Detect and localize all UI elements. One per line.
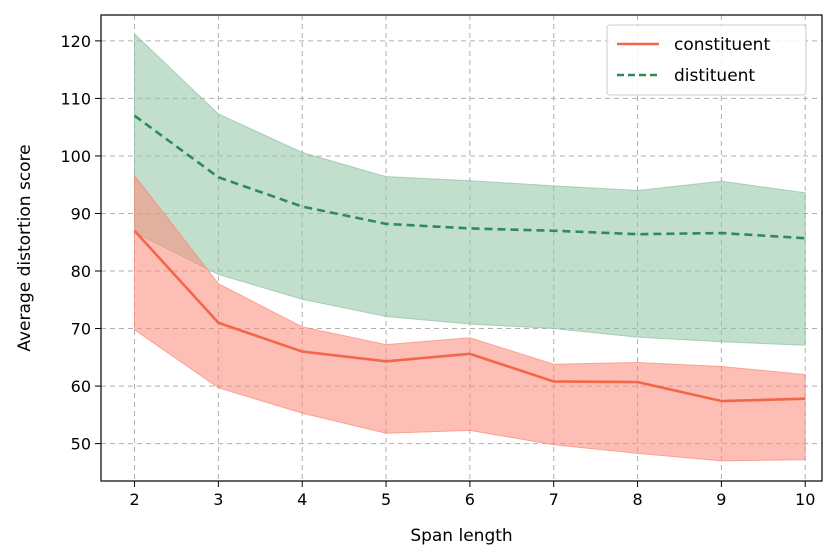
- x-axis-label: Span length: [410, 526, 512, 546]
- plot-frame: [100, 14, 823, 482]
- x-tick-label: 7: [549, 490, 559, 509]
- x-tick-label: 10: [795, 490, 815, 509]
- x-tick-label: 2: [129, 490, 139, 509]
- band-distituent: [134, 32, 806, 346]
- x-axis-ticks: 2 3 4 5 6 7 8 9 10: [129, 481, 815, 509]
- x-tick-label: 4: [297, 490, 307, 509]
- x-tick-label: 3: [213, 490, 223, 509]
- x-tick-label: 9: [716, 490, 726, 509]
- series-line-distituent: [133, 114, 806, 240]
- x-tick-label: 5: [381, 490, 391, 509]
- y-tick-label: 120: [60, 32, 91, 51]
- y-axis-label: Average distortion score: [15, 144, 35, 351]
- y-tick-label: 50: [71, 435, 91, 454]
- x-tick-label: 8: [632, 490, 642, 509]
- y-tick-label: 80: [71, 262, 91, 281]
- y-tick-label: 60: [71, 377, 91, 396]
- y-axis-ticks: 50 60 70 80 90 100 110 120: [60, 32, 101, 454]
- y-tick-label: 70: [71, 320, 91, 339]
- legend-box: [606, 24, 807, 96]
- legend-label-distituent: distituent: [674, 66, 755, 86]
- band-constituent: [134, 174, 806, 462]
- series-line-constituent: [133, 229, 806, 403]
- y-tick-label: 100: [60, 147, 91, 166]
- y-tick-label: 90: [71, 204, 91, 223]
- x-tick-label: 6: [465, 490, 475, 509]
- legend: constituent distituent: [606, 24, 807, 96]
- legend-label-constituent: constituent: [674, 35, 770, 55]
- confidence-bands: [134, 32, 806, 462]
- y-tick-label: 110: [60, 89, 91, 108]
- series-lines: [133, 114, 806, 403]
